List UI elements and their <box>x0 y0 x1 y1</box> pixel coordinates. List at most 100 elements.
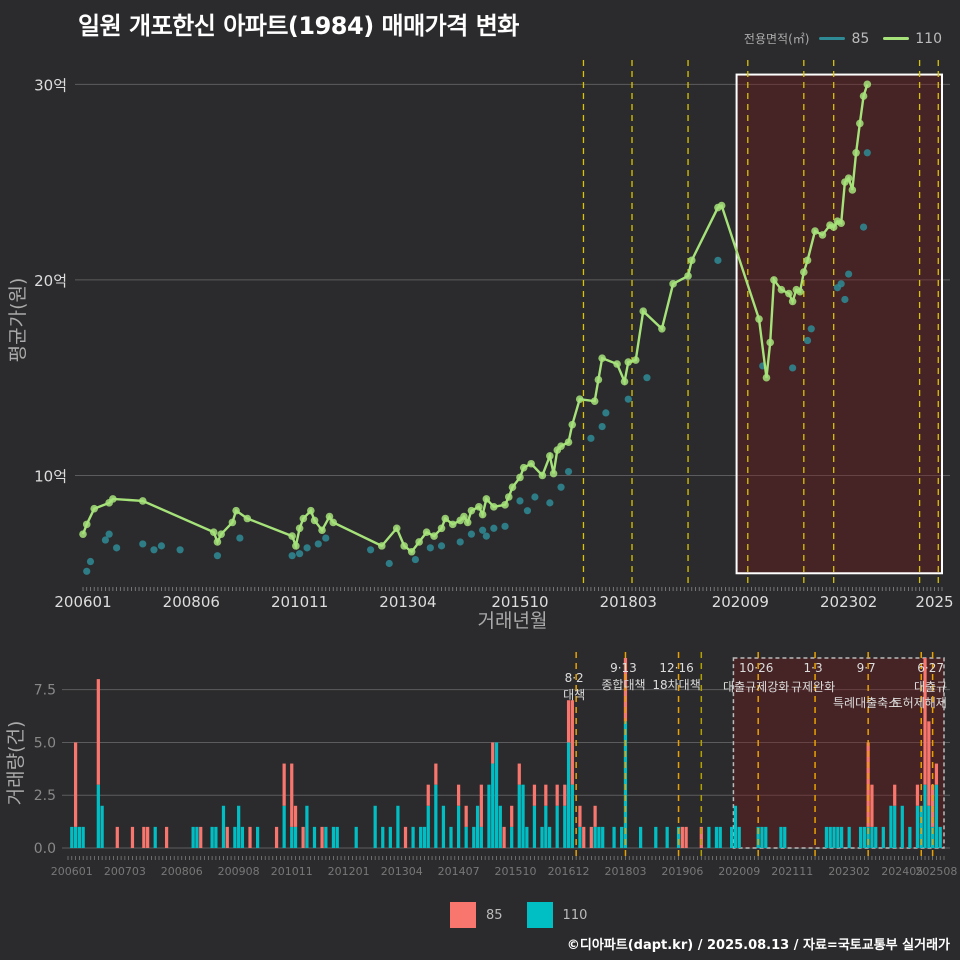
point-110 <box>501 501 509 509</box>
bar-85 <box>115 826 119 848</box>
point-110 <box>796 287 804 296</box>
point-110 <box>209 528 218 536</box>
bar-110 <box>510 826 514 848</box>
bar-110 <box>601 826 605 848</box>
point-110 <box>594 375 603 384</box>
point-85 <box>83 567 91 575</box>
point-110 <box>613 360 621 368</box>
point-110 <box>684 272 692 280</box>
bar-110 <box>566 742 571 848</box>
price-chart: 10억 20억 30억 200601 200806 201011 201304 201510 2… <box>7 60 954 632</box>
point-110 <box>475 502 483 511</box>
policy-date-label: 10·26 <box>739 661 773 675</box>
point-110 <box>467 506 476 515</box>
legend-bottom-label-110: 110 <box>562 907 588 923</box>
bar-85 <box>282 763 286 806</box>
point-85 <box>807 325 815 333</box>
bar-110 <box>255 826 260 848</box>
bar-110 <box>707 826 711 848</box>
bar-110 <box>862 826 866 848</box>
point-110 <box>90 504 99 513</box>
point-85 <box>587 434 595 442</box>
point-85 <box>516 497 524 505</box>
bar-85 <box>456 784 461 806</box>
y-tick-label: 7.5 <box>34 683 56 699</box>
bar-85 <box>893 784 897 806</box>
x-tick-label: 200703 <box>104 865 146 878</box>
policy-date-label: 8·2 <box>565 671 584 685</box>
point-85 <box>789 364 797 372</box>
point-110 <box>299 514 308 523</box>
point-85 <box>564 467 573 476</box>
bar-110 <box>100 805 104 848</box>
x-tick-label: 200908 <box>218 865 260 878</box>
point-85 <box>863 149 871 157</box>
bar-110 <box>783 826 787 848</box>
bar-110 <box>411 826 415 848</box>
bar-85 <box>510 805 514 827</box>
bar-110 <box>665 826 669 848</box>
point-110 <box>766 338 774 347</box>
x-tick-label: 201803 <box>600 593 657 611</box>
bar-85 <box>164 826 169 848</box>
bar-85 <box>142 826 146 848</box>
bar-110 <box>324 826 328 848</box>
bar-110 <box>737 826 741 848</box>
point-85 <box>841 295 849 304</box>
bar-110 <box>282 805 286 848</box>
point-85 <box>482 532 490 540</box>
x-tick-label: 202302 <box>820 593 877 611</box>
x-tick-label: 200601 <box>54 593 111 611</box>
point-110 <box>859 92 868 100</box>
bar-110 <box>494 742 499 848</box>
point-110 <box>811 227 819 235</box>
bar-110 <box>214 826 218 848</box>
point-85 <box>714 256 722 264</box>
x-tick-label: 201201 <box>328 865 370 878</box>
bar-110 <box>779 826 783 848</box>
bar-110 <box>612 826 616 848</box>
bar-110 <box>396 805 400 848</box>
bar-110 <box>434 784 438 848</box>
bar-110 <box>422 826 427 848</box>
y-tick-label: 30억 <box>34 76 67 94</box>
x-tick-label: 201304 <box>381 865 423 878</box>
bar-110 <box>81 826 85 848</box>
y-tick-label: 20억 <box>34 272 67 290</box>
bar-110 <box>900 805 904 848</box>
bar-110 <box>931 826 935 848</box>
legend-label-110: 110 <box>915 30 942 47</box>
bar-85 <box>301 826 305 848</box>
point-110 <box>109 495 117 503</box>
point-110 <box>546 452 554 460</box>
point-110 <box>669 280 677 288</box>
x-tick-label: 201011 <box>271 593 328 611</box>
point-110 <box>687 256 696 265</box>
policy-name-label: 토허제해제 <box>892 696 947 710</box>
bar-110 <box>233 826 237 848</box>
x-tick-label: 201803 <box>604 865 646 878</box>
point-110 <box>519 463 528 472</box>
legend-title: 전용면적(㎡) <box>743 32 810 46</box>
point-85 <box>845 270 853 278</box>
point-85 <box>501 522 509 530</box>
x-tick-label: 201407 <box>438 865 480 878</box>
bar-110 <box>654 826 658 848</box>
bar-110 <box>441 805 446 848</box>
point-110 <box>762 373 771 382</box>
bar-110 <box>718 826 722 848</box>
point-110 <box>415 538 423 546</box>
bar-110 <box>70 826 74 848</box>
bar-110 <box>479 826 483 848</box>
bar-85 <box>225 826 229 848</box>
point-110 <box>504 493 513 501</box>
point-110 <box>755 315 763 323</box>
point-85 <box>426 544 434 552</box>
bar-110 <box>858 826 863 848</box>
point-85 <box>176 546 184 554</box>
bar-85 <box>130 826 135 848</box>
point-110 <box>213 538 222 546</box>
point-110 <box>463 518 472 527</box>
bar-110 <box>824 826 829 848</box>
